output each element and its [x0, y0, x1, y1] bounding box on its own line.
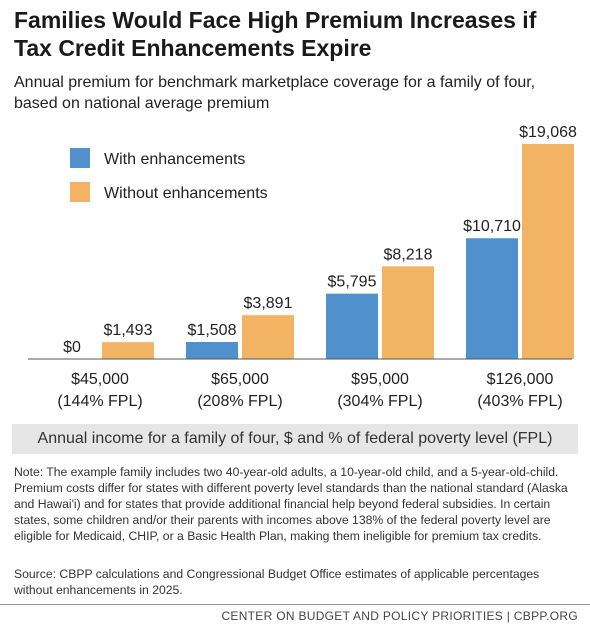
data-label-without-2: $3,891 — [244, 295, 293, 312]
x-tick-sublabel-1: (144% FPL) — [57, 393, 142, 410]
x-tick-label-1: $45,000 — [71, 371, 129, 388]
bar-without-4 — [522, 144, 574, 359]
legend-swatch-1 — [70, 148, 90, 168]
bar-with-2 — [186, 341, 238, 359]
data-label-without-4: $19,068 — [519, 124, 577, 141]
data-label-with-3: $5,795 — [328, 274, 377, 291]
x-tick-sublabel-2: (208% FPL) — [197, 393, 282, 410]
x-tick-label-2: $65,000 — [211, 371, 269, 388]
bars: $0 $1,493 $1,508 $3,891 $5,795 $8,218 $10,710 $… — [63, 124, 577, 359]
bar-without-1 — [102, 342, 154, 359]
footer-credit: CENTER ON BUDGET AND POLICY PRIORITIES |… — [221, 609, 578, 623]
chart-note: Note: The example family includes two 40… — [14, 465, 568, 543]
x-axis-title: Annual income for a family of four, $ an… — [12, 424, 578, 454]
legend-label-1: With enhancements — [104, 151, 245, 168]
bar-without-2 — [242, 315, 294, 359]
chart-title: Families Would Face High Premium Increas… — [14, 7, 537, 61]
legend-label-2: Without enhancements — [104, 185, 268, 202]
data-label-without-3: $8,218 — [384, 246, 433, 263]
x-tick-sublabel-3: (304% FPL) — [337, 393, 422, 410]
data-label-without-1: $1,493 — [104, 322, 153, 339]
footer-divider — [0, 604, 590, 605]
x-tick-sublabel-4: (403% FPL) — [477, 393, 562, 410]
bar-without-3 — [382, 266, 434, 359]
legend: With enhancements Without enhancements — [70, 148, 268, 202]
legend-swatch-2 — [70, 182, 90, 202]
data-label-with-1: $0 — [63, 339, 81, 356]
bar-with-4 — [466, 238, 518, 359]
x-tick-labels: $45,000 (144% FPL) $65,000 (208% FPL) $95,00… — [57, 371, 562, 410]
x-tick-label-3: $95,000 — [351, 371, 409, 388]
bar-chart: With enhancements Without enhancements $0… — [28, 124, 577, 410]
chart-subtitle: Annual premium for benchmark marketplace… — [14, 74, 536, 112]
x-tick-label-4: $126,000 — [487, 371, 554, 388]
data-label-with-2: $1,508 — [188, 322, 237, 339]
chart-source: Source: CBPP calculations and Congressio… — [14, 567, 540, 597]
data-label-with-4: $10,710 — [463, 218, 521, 235]
bar-with-3 — [326, 293, 378, 359]
